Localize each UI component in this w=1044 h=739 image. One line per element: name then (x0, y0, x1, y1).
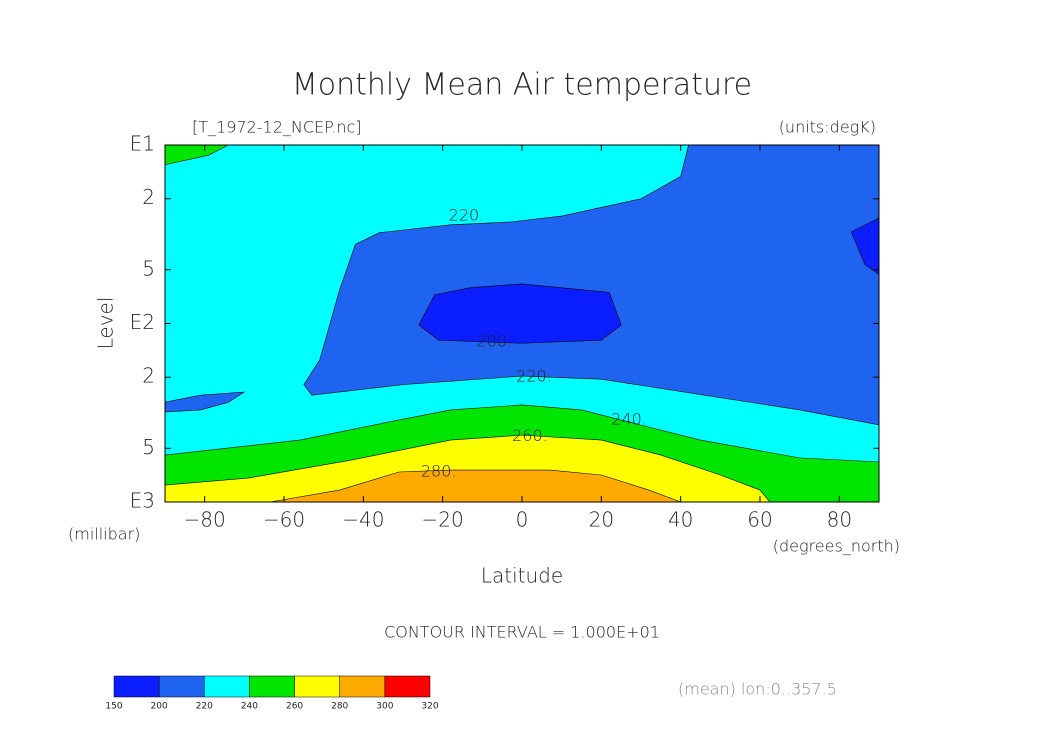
colorbar-label: 300 (376, 702, 393, 712)
contour-label: 240. (611, 409, 647, 428)
x-tick-label: 0 (516, 508, 529, 532)
x-tick-label: −20 (422, 508, 464, 532)
contour-label: 280. (421, 462, 457, 481)
y-tick-label: 2 (142, 185, 155, 209)
units-label: (units:degK) (779, 118, 876, 137)
colorbar-label: 280 (331, 702, 348, 712)
x-tick-label: 80 (827, 508, 852, 532)
y-tick-label: 5 (142, 256, 155, 280)
y-tick-label: E3 (130, 489, 155, 513)
y-tick-label: 5 (142, 435, 155, 459)
y-tick-label: 2 (142, 364, 155, 388)
footnote: (mean) lon:0..357.5 (678, 680, 837, 699)
colorbar-swatch (249, 675, 295, 698)
colorbar-label: 150 (105, 702, 122, 712)
contour-region (303, 144, 880, 426)
x-units: (degrees_north) (773, 537, 900, 556)
y-units: (millibar) (68, 525, 140, 544)
y-tick-label: E2 (130, 310, 155, 334)
x-tick-label: −80 (184, 508, 226, 532)
colorbar-label: 320 (421, 702, 438, 712)
chart-title: Monthly Mean Air temperature (292, 68, 752, 103)
colorbar-swatch (113, 675, 160, 698)
x-tick-label: −60 (263, 508, 305, 532)
contour-label: 220. (449, 206, 485, 225)
colorbar-swatch (384, 675, 431, 698)
x-axis-label: Latitude (481, 564, 563, 588)
colorbar-label: 200 (151, 702, 168, 712)
contour-label: 200. (476, 332, 512, 351)
contour-label: 260. (512, 426, 548, 445)
contour-label: 220. (516, 367, 552, 386)
colorbar-label: 220 (196, 702, 213, 712)
colorbar-swatch (294, 675, 340, 698)
colorbar-swatch (158, 675, 205, 698)
x-tick-label: 20 (589, 508, 614, 532)
colorbar-label: 240 (241, 702, 258, 712)
colorbar-swatch (204, 675, 250, 698)
y-tick-label: E1 (130, 132, 155, 156)
colorbar-label: 260 (286, 702, 303, 712)
colorbar-swatch (339, 675, 386, 698)
file-label: [T_1972-12_NCEP.nc] (192, 118, 362, 137)
contour-region (418, 283, 622, 344)
contour-region (270, 469, 681, 503)
x-tick-label: −40 (342, 508, 384, 532)
x-tick-label: 60 (747, 508, 772, 532)
x-tick-label: 40 (668, 508, 693, 532)
plot-area: 220.200.220.240.260.280. (164, 144, 880, 503)
y-axis-label: Level (94, 297, 118, 350)
contour-interval: CONTOUR INTERVAL = 1.000E+01 (384, 623, 660, 642)
